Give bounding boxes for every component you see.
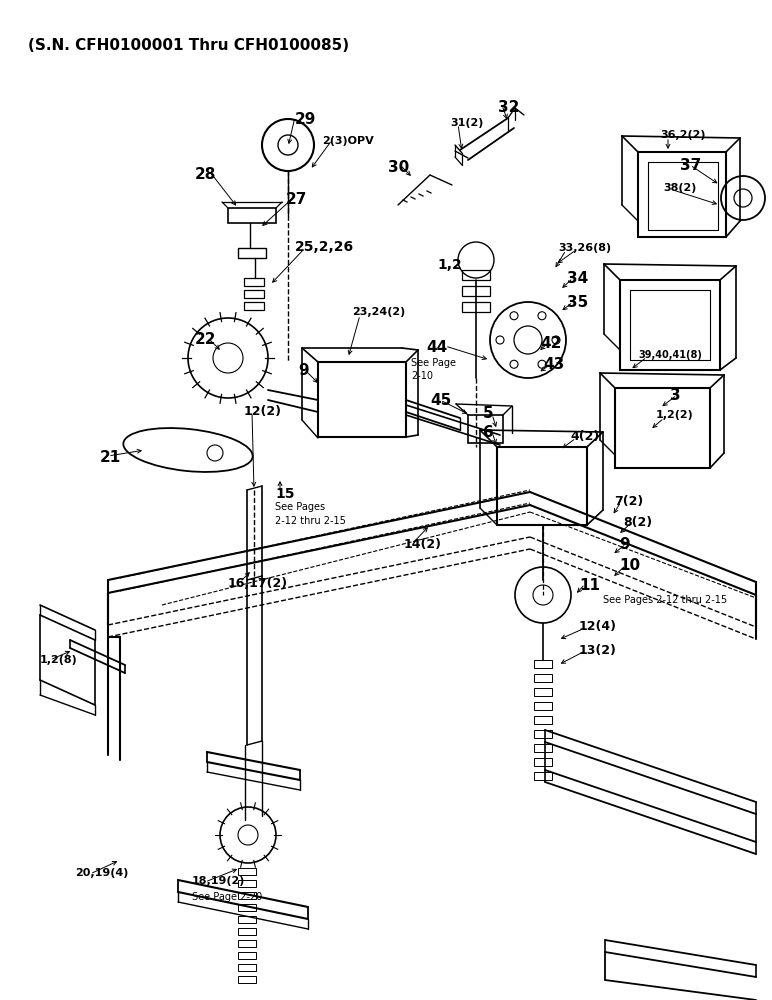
- Bar: [462, 302, 490, 312]
- Text: 44: 44: [426, 340, 447, 355]
- Text: 3: 3: [670, 388, 681, 403]
- Text: 28: 28: [195, 167, 216, 182]
- Bar: [238, 964, 256, 971]
- Bar: [534, 716, 552, 724]
- Bar: [238, 928, 256, 935]
- Bar: [497, 447, 587, 525]
- Bar: [244, 278, 264, 286]
- Text: 1,2(2): 1,2(2): [656, 410, 694, 420]
- Bar: [238, 904, 256, 911]
- Text: 12(4): 12(4): [579, 620, 617, 633]
- Bar: [534, 772, 552, 780]
- Text: 2(3)OPV: 2(3)OPV: [322, 136, 374, 146]
- Bar: [534, 688, 552, 696]
- Text: See Pages 2-12 thru 2-15: See Pages 2-12 thru 2-15: [603, 595, 727, 605]
- Text: 18,19(2): 18,19(2): [192, 876, 245, 886]
- Bar: [238, 976, 256, 983]
- Text: 45: 45: [430, 393, 452, 408]
- Bar: [534, 702, 552, 710]
- Bar: [238, 868, 256, 875]
- Bar: [462, 270, 490, 280]
- Text: 30: 30: [388, 160, 409, 175]
- Text: 32: 32: [498, 100, 520, 115]
- Bar: [534, 730, 552, 738]
- Text: See Page 2-20: See Page 2-20: [192, 892, 262, 902]
- Text: 42: 42: [540, 336, 561, 351]
- Text: See Page: See Page: [411, 358, 456, 368]
- Bar: [244, 302, 264, 310]
- Text: 13(2): 13(2): [579, 644, 617, 657]
- Text: 36,2(2): 36,2(2): [660, 130, 706, 140]
- Bar: [238, 892, 256, 899]
- Bar: [620, 280, 720, 370]
- Text: 38(2): 38(2): [663, 183, 696, 193]
- Text: 16,17(2): 16,17(2): [228, 577, 288, 590]
- Text: 31(2): 31(2): [450, 118, 483, 128]
- Bar: [468, 415, 503, 443]
- Bar: [534, 744, 552, 752]
- Text: 35: 35: [567, 295, 588, 310]
- Bar: [244, 290, 264, 298]
- Text: 2-12 thru 2-15: 2-12 thru 2-15: [275, 516, 346, 526]
- Text: 14(2): 14(2): [404, 538, 442, 551]
- Bar: [238, 940, 256, 947]
- Bar: [228, 208, 276, 223]
- Text: 10: 10: [619, 558, 640, 573]
- Text: 37: 37: [680, 158, 701, 173]
- Text: 1,2: 1,2: [437, 258, 462, 272]
- Bar: [534, 758, 552, 766]
- Text: 9: 9: [298, 363, 309, 378]
- Text: 4(2): 4(2): [570, 430, 599, 443]
- Text: 27: 27: [286, 192, 307, 207]
- Text: (S.N. CFH0100001 Thru CFH0100085): (S.N. CFH0100001 Thru CFH0100085): [28, 38, 349, 53]
- Text: 33,26(8): 33,26(8): [558, 243, 611, 253]
- Text: 12(2): 12(2): [244, 405, 282, 418]
- Text: 7(2): 7(2): [614, 495, 643, 508]
- Text: 34: 34: [567, 271, 588, 286]
- Text: 15: 15: [275, 487, 294, 501]
- Bar: [238, 952, 256, 959]
- Text: 22: 22: [195, 332, 216, 347]
- Bar: [238, 880, 256, 887]
- Bar: [534, 660, 552, 668]
- Bar: [318, 362, 406, 437]
- Bar: [534, 674, 552, 682]
- Text: 20,19(4): 20,19(4): [75, 868, 128, 878]
- Text: 11: 11: [579, 578, 600, 593]
- Text: 29: 29: [295, 112, 317, 127]
- Text: 9: 9: [619, 537, 630, 552]
- Text: 43: 43: [543, 357, 564, 372]
- Text: 25,2,26: 25,2,26: [295, 240, 354, 254]
- Text: 39,40,41(8): 39,40,41(8): [638, 350, 702, 360]
- Text: 23,24(2): 23,24(2): [352, 307, 405, 317]
- Bar: [462, 286, 490, 296]
- Text: 5: 5: [483, 406, 493, 421]
- Bar: [238, 916, 256, 923]
- Bar: [615, 388, 710, 468]
- Text: 21: 21: [100, 450, 121, 465]
- Text: See Pages: See Pages: [275, 502, 325, 512]
- Text: 1,2(8): 1,2(8): [40, 655, 78, 665]
- Bar: [638, 152, 726, 237]
- Text: 8(2): 8(2): [623, 516, 652, 529]
- Text: 6: 6: [483, 425, 494, 440]
- Bar: [238, 248, 266, 258]
- Text: 2-10: 2-10: [411, 371, 433, 381]
